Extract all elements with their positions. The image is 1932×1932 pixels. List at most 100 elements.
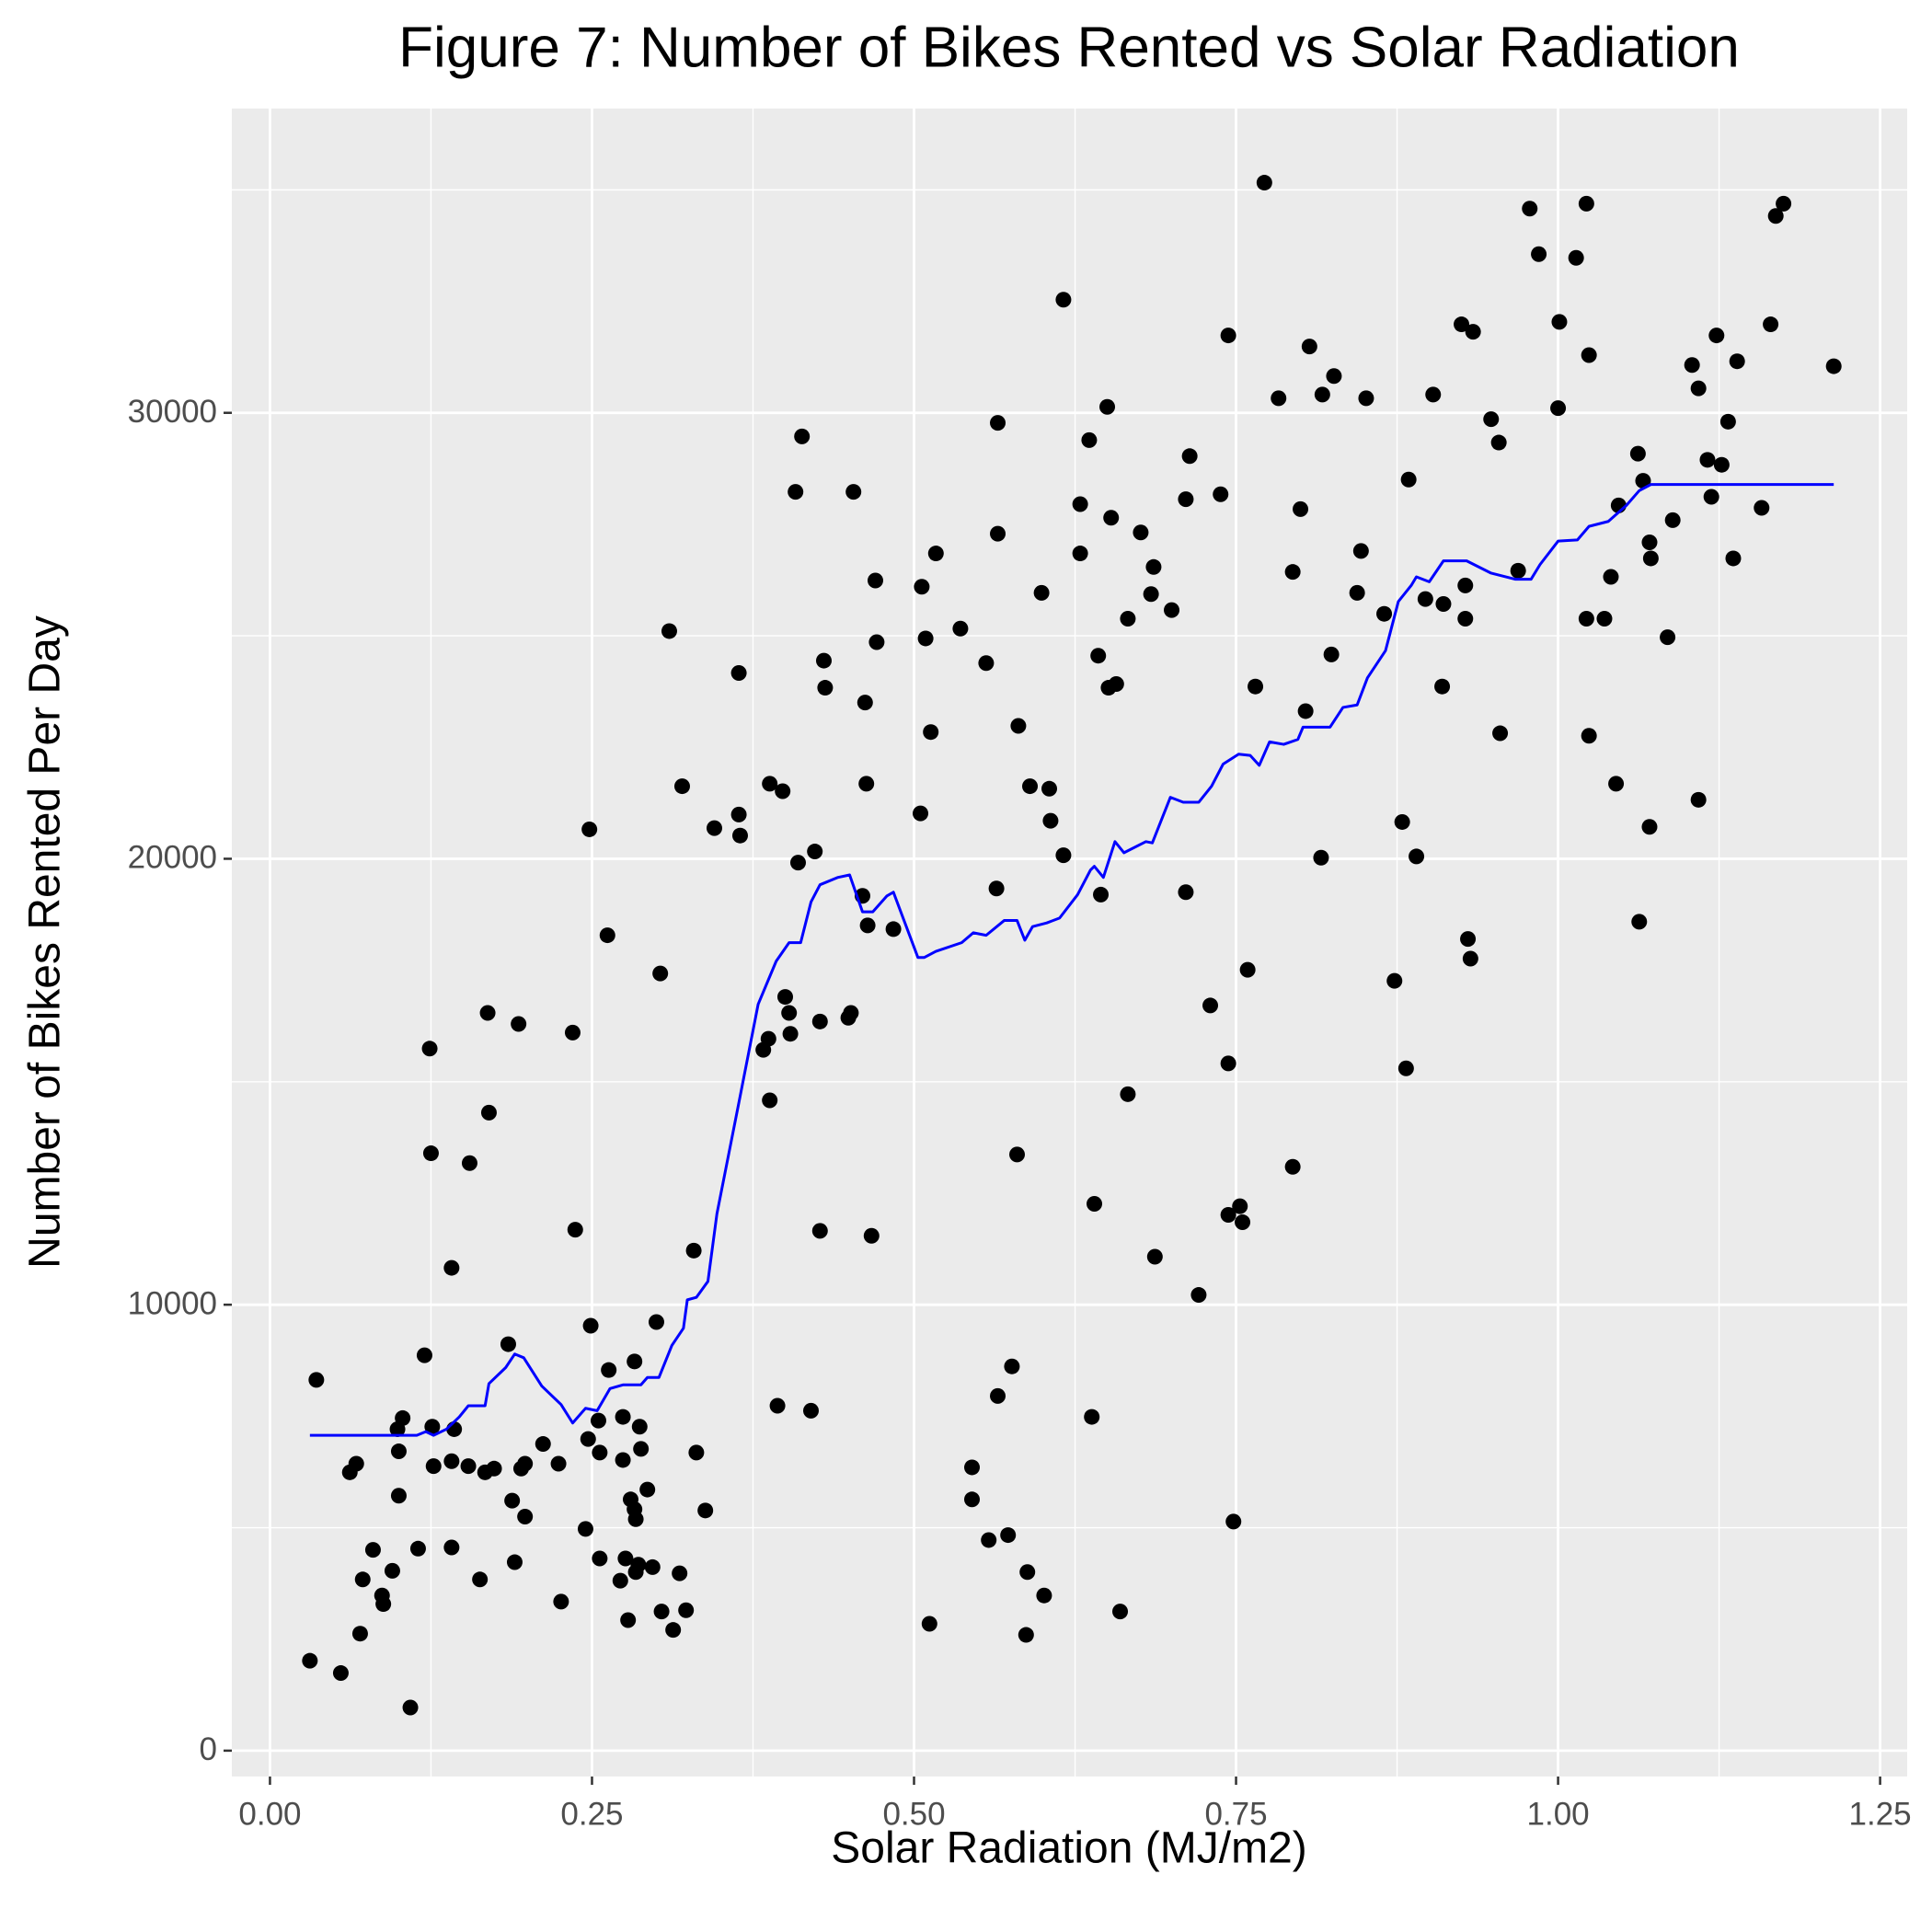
data-point [845, 484, 862, 500]
data-point [781, 1005, 798, 1021]
data-point [384, 1562, 400, 1579]
data-point [1235, 1214, 1251, 1231]
data-point [868, 572, 884, 589]
data-point [868, 634, 885, 650]
data-point [1719, 413, 1736, 430]
data-point [1684, 357, 1700, 374]
data-point [1641, 535, 1658, 551]
data-point [302, 1652, 318, 1669]
data-point [913, 805, 929, 822]
data-point [425, 1458, 442, 1475]
data-point [1145, 558, 1162, 575]
data-point [1009, 1146, 1026, 1163]
data-point [762, 1092, 778, 1109]
data-point [697, 1502, 714, 1519]
data-point [964, 1491, 981, 1508]
data-point [354, 1571, 371, 1588]
data-point [1019, 1564, 1036, 1581]
data-point [1578, 611, 1594, 627]
data-point [1400, 471, 1417, 488]
data-point [1596, 611, 1613, 627]
x-tick-label: 0.25 [560, 1796, 623, 1832]
data-point [1146, 1248, 1163, 1265]
data-point [480, 1104, 497, 1121]
data-point [506, 1554, 523, 1570]
x-tick-label: 1.00 [1527, 1796, 1590, 1832]
data-point [1708, 328, 1725, 344]
data-point [1465, 324, 1481, 340]
data-point [364, 1542, 381, 1558]
data-point [1394, 813, 1410, 830]
data-point [1460, 931, 1477, 948]
data-point [678, 1602, 695, 1618]
chart-title: Figure 7: Number of Bikes Rented vs Sola… [398, 16, 1740, 79]
trend-line [309, 483, 1834, 1437]
data-point [1578, 195, 1594, 212]
data-point [990, 1387, 1006, 1404]
data-point [1248, 678, 1264, 695]
data-point [1112, 1604, 1129, 1620]
data-point [1434, 678, 1451, 695]
data-point [1568, 249, 1584, 266]
data-point [1055, 292, 1072, 308]
data-point [731, 827, 748, 844]
data-point [1081, 431, 1098, 448]
data-point [627, 1353, 643, 1370]
data-point [776, 989, 793, 1006]
data-point [1213, 486, 1229, 502]
data-point [472, 1571, 489, 1588]
data-point [1120, 1086, 1136, 1102]
data-point [461, 1155, 477, 1171]
data-point [673, 778, 690, 795]
data-point [631, 1419, 648, 1435]
data-point [1386, 972, 1403, 989]
data-point [1178, 491, 1194, 508]
data-point [348, 1455, 364, 1472]
data-point [1018, 1627, 1034, 1643]
data-point [617, 1550, 634, 1567]
data-point [1825, 358, 1842, 374]
data-point [1041, 780, 1058, 797]
data-point [1457, 577, 1474, 593]
data-point [769, 1397, 786, 1414]
x-axis-title: Solar Radiation (MJ/m2) [831, 1824, 1307, 1873]
data-point [446, 1420, 463, 1437]
data-point [1417, 591, 1433, 607]
x-tick-label: 0.00 [238, 1796, 301, 1832]
data-point [1358, 390, 1374, 407]
data-point [601, 1362, 617, 1378]
data-point [1178, 884, 1194, 901]
data-point [390, 1488, 407, 1504]
data-point [1581, 347, 1597, 363]
data-point [775, 783, 791, 799]
data-point [1690, 791, 1707, 808]
data-point [811, 1223, 828, 1239]
data-point [1036, 1587, 1052, 1604]
data-point [1293, 500, 1309, 517]
data-point [990, 415, 1006, 431]
data-point [582, 1317, 599, 1334]
x-tick-label: 1.25 [1849, 1796, 1912, 1832]
data-point [402, 1699, 419, 1716]
data-point [599, 927, 615, 944]
data-point [590, 1412, 606, 1429]
data-point [665, 1622, 682, 1639]
data-point [1164, 602, 1180, 618]
data-point [1660, 629, 1676, 646]
data-point [409, 1540, 426, 1557]
data-point [1225, 1513, 1242, 1530]
data-point [1754, 500, 1770, 516]
data-point [863, 1227, 880, 1244]
plot-panel [232, 109, 1907, 1777]
data-point [1483, 411, 1500, 428]
data-point [581, 821, 598, 837]
data-point [1055, 847, 1072, 864]
data-point [1033, 584, 1050, 601]
data-point [550, 1455, 567, 1472]
data-point [460, 1458, 477, 1475]
data-point [1239, 961, 1256, 978]
data-point [1099, 398, 1116, 415]
data-point [308, 1372, 325, 1388]
data-point [857, 695, 873, 711]
